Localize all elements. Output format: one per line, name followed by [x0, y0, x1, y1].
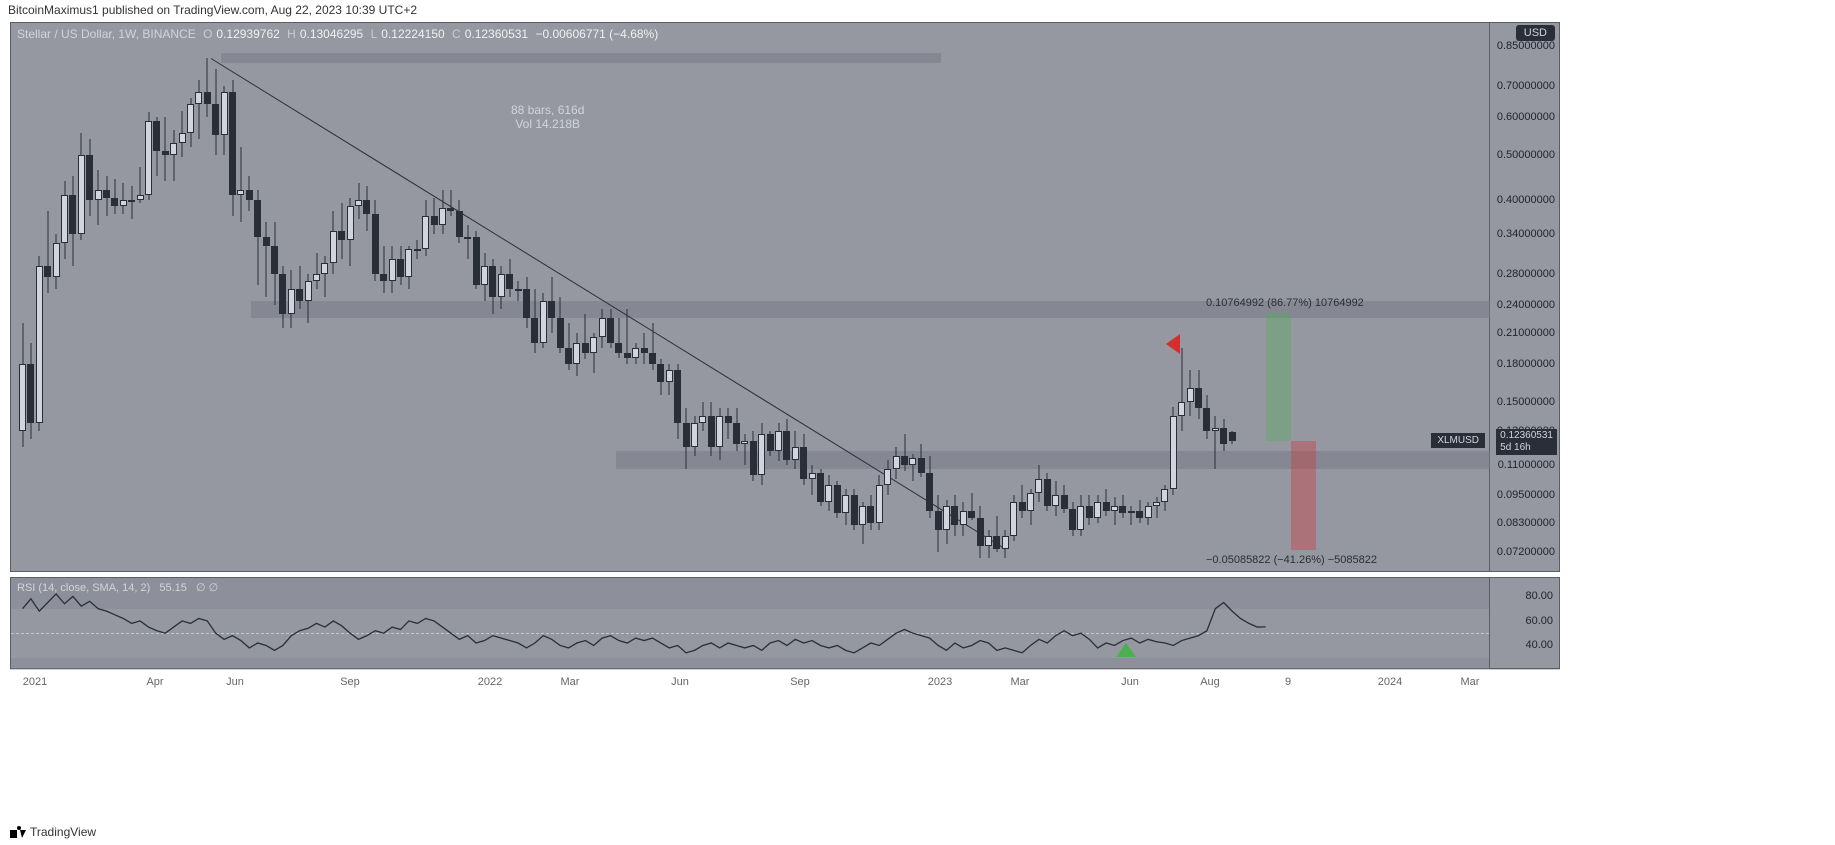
ohlc-l-label: L [371, 27, 378, 41]
projection-label-down: −0.05085822 (−41.26%) −5085822 [1206, 554, 1377, 566]
projection-label-up: 0.10764992 (86.77%) 10764992 [1206, 297, 1364, 309]
tradingview-logo: TradingView [10, 825, 96, 839]
x-tick: Jun [226, 676, 244, 688]
ohlc-c-label: C [452, 27, 461, 41]
x-tick: Sep [340, 676, 360, 688]
y-tick: 0.70000000 [1497, 80, 1555, 92]
ohlc-change: −0.00606771 (−4.68%) [535, 27, 658, 41]
x-tick: 2021 [23, 676, 47, 688]
bars-annotation: 88 bars, 616d Vol 14.218B [511, 103, 584, 131]
x-tick: 9 [1285, 676, 1291, 688]
ohlc-h-label: H [287, 27, 296, 41]
rsi-title: RSI (14, close, SMA, 14, 2) [17, 582, 150, 594]
x-tick: Apr [146, 676, 163, 688]
symbol-pair: Stellar / US Dollar, 1W, BINANCE [17, 27, 196, 41]
bars-count: 88 bars, 616d [511, 103, 584, 117]
volume-annotation: Vol 14.218B [511, 117, 584, 131]
projection-box-down [1291, 441, 1316, 550]
y-tick: 0.21000000 [1497, 327, 1555, 339]
y-tick: 0.07200000 [1497, 546, 1555, 558]
ohlc-o-value: 0.12939762 [216, 27, 279, 41]
time-x-axis[interactable]: 2021 Apr Jun Sep 2022 Mar Jun Sep 2023 Mar Jun Aug 9… [10, 669, 1560, 697]
y-tick: 0.18000000 [1497, 358, 1555, 370]
publish-header: BitcoinMaximus1 published on TradingView… [0, 0, 1835, 22]
y-tick: 0.24000000 [1497, 299, 1555, 311]
tradingview-icon [10, 826, 26, 838]
x-tick: Jun [1121, 676, 1139, 688]
rsi-value: 55.15 [159, 582, 187, 594]
ohlc-l-value: 0.12224150 [381, 27, 444, 41]
currency-badge: USD [1516, 25, 1555, 41]
x-tick: 2024 [1378, 676, 1402, 688]
x-tick: 2023 [928, 676, 952, 688]
rsi-y-tick: 80.00 [1525, 590, 1553, 602]
rsi-y-axis[interactable]: 80.00 60.00 40.00 [1490, 577, 1560, 669]
horizontal-zone [616, 451, 1491, 469]
y-tick: 0.40000000 [1497, 194, 1555, 206]
y-tick: 0.08300000 [1497, 517, 1555, 529]
green-arrow-marker [1116, 643, 1136, 657]
publish-text: BitcoinMaximus1 published on TradingView… [8, 3, 417, 17]
rsi-y-tick: 60.00 [1525, 615, 1553, 627]
x-tick: Aug [1200, 676, 1220, 688]
ohlc-o-label: O [203, 27, 212, 41]
rsi-extra: ∅ ∅ [196, 582, 218, 594]
ohlc-c-value: 0.12360531 [465, 27, 528, 41]
ohlc-h-value: 0.13046295 [300, 27, 363, 41]
red-arrow-marker [1166, 334, 1180, 354]
ticker-label: XLMUSD [1431, 433, 1485, 448]
y-tick: 0.28000000 [1497, 268, 1555, 280]
y-tick: 0.11000000 [1498, 459, 1555, 471]
x-tick: 2022 [478, 676, 502, 688]
y-tick: 0.09500000 [1497, 489, 1555, 501]
y-tick: 0.50000000 [1497, 149, 1555, 161]
y-tick: 0.85000000 [1497, 40, 1555, 52]
tradingview-text: TradingView [30, 825, 96, 839]
x-tick: Sep [790, 676, 810, 688]
x-tick: Mar [561, 676, 580, 688]
rsi-info-bar: RSI (14, close, SMA, 14, 2) 55.15 ∅ ∅ [17, 581, 218, 594]
symbol-info-bar: Stellar / US Dollar, 1W, BINANCE O 0.1293… [17, 27, 662, 41]
projection-box-up [1266, 313, 1291, 441]
horizontal-zone [221, 53, 941, 63]
x-tick: Mar [1011, 676, 1030, 688]
y-tick: 0.60000000 [1497, 111, 1555, 123]
rsi-chart[interactable]: RSI (14, close, SMA, 14, 2) 55.15 ∅ ∅ [10, 577, 1490, 669]
x-tick: Jun [671, 676, 689, 688]
current-price-label: 0.123605315d 16h [1496, 429, 1557, 455]
chart-container: Stellar / US Dollar, 1W, BINANCE O 0.1293… [0, 22, 1835, 717]
price-y-axis[interactable]: USD 0.85000000 0.70000000 0.60000000 0.5000… [1490, 22, 1560, 572]
rsi-y-tick: 40.00 [1525, 639, 1553, 651]
x-tick: Mar [1461, 676, 1480, 688]
y-tick: 0.15000000 [1497, 396, 1555, 408]
rsi-polyline [11, 578, 1491, 670]
y-tick: 0.34000000 [1497, 228, 1555, 240]
main-price-chart[interactable]: Stellar / US Dollar, 1W, BINANCE O 0.1293… [10, 22, 1490, 572]
